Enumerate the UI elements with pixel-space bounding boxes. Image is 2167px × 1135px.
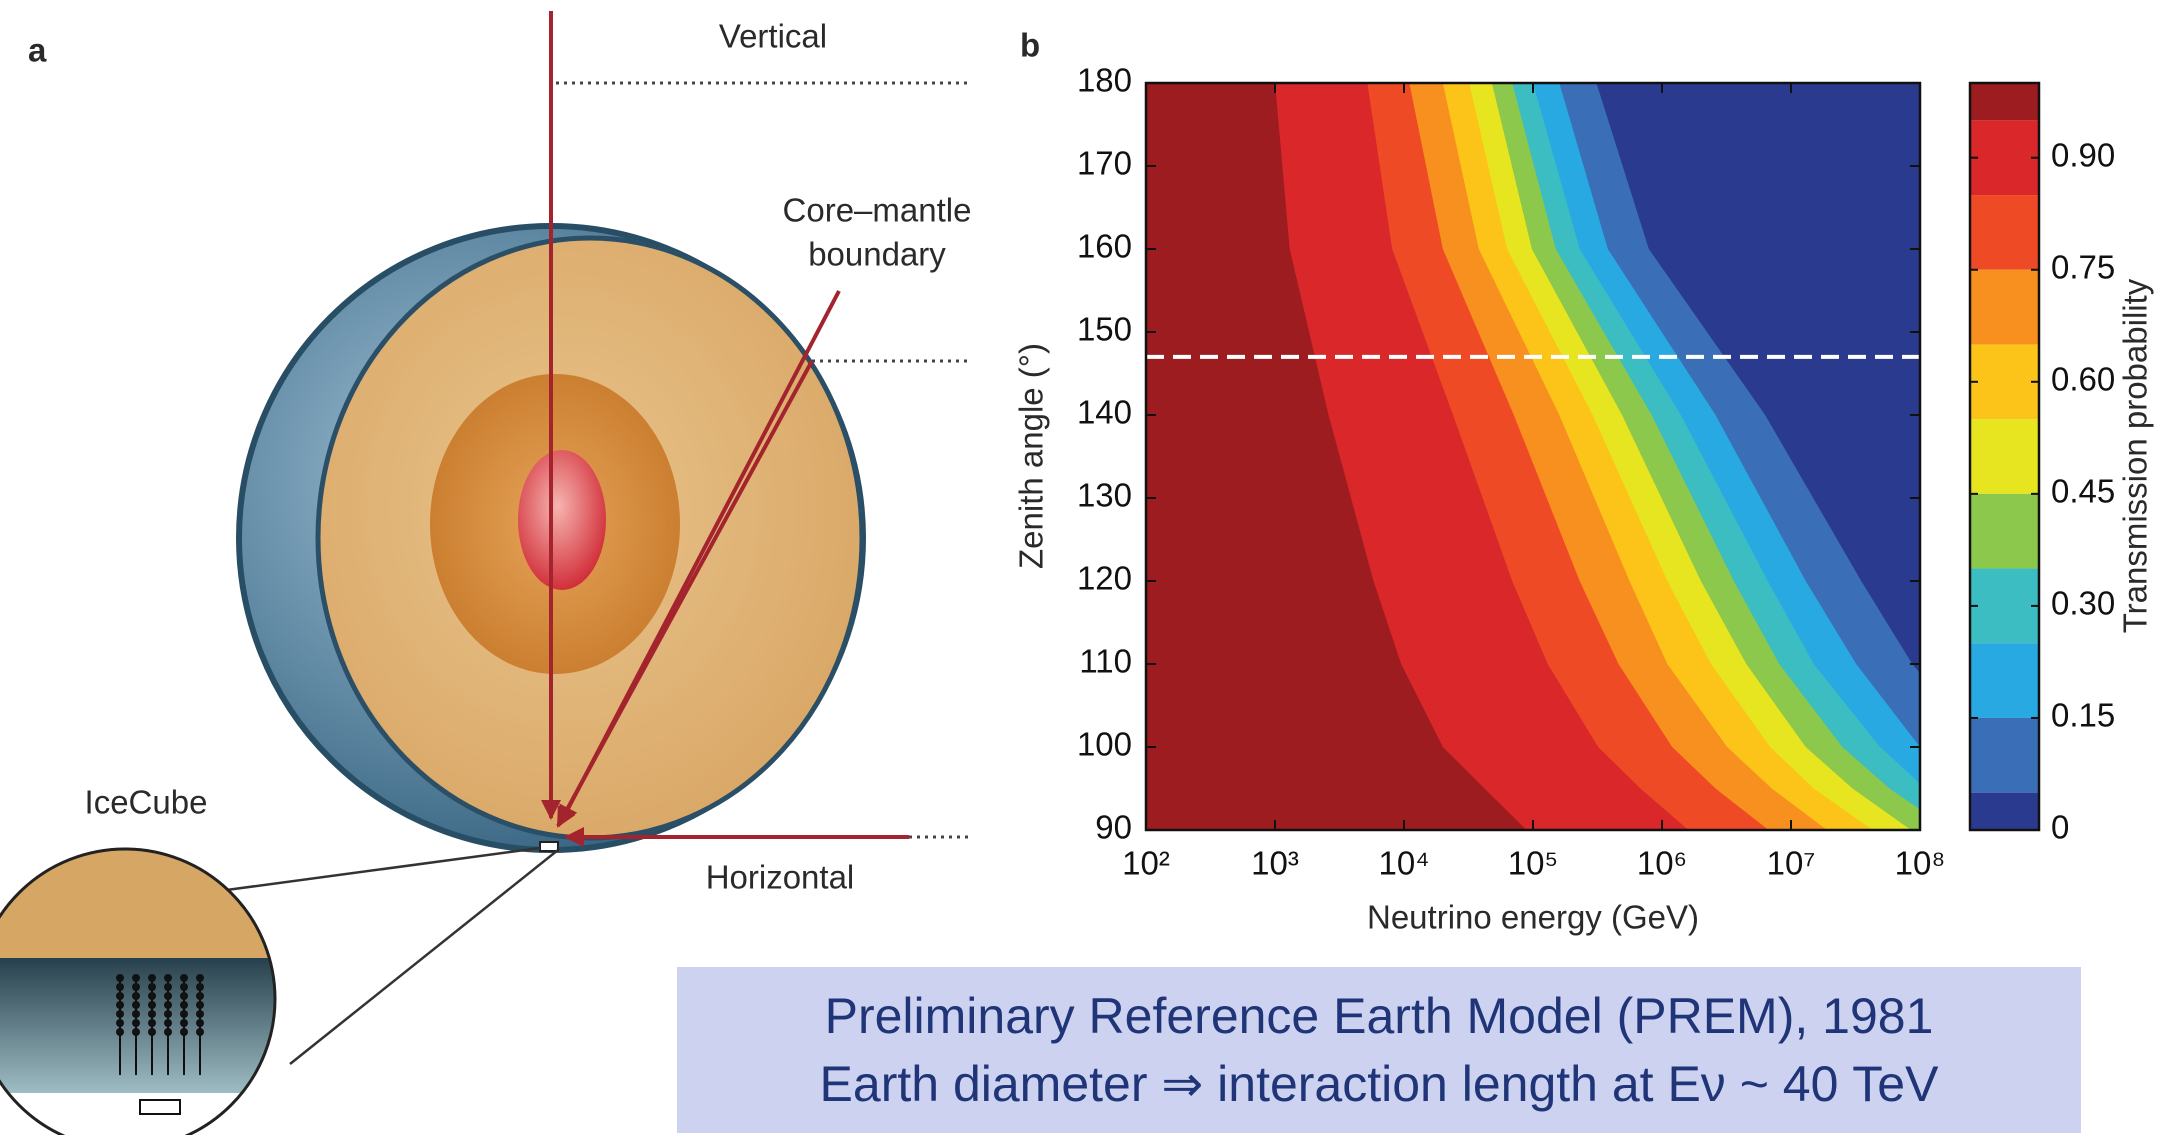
y-tick-label: 110 <box>1079 643 1132 680</box>
x-tick-label: 10³ <box>1251 845 1299 882</box>
x-tick-label: 10⁵ <box>1508 845 1558 882</box>
colorbar-segment <box>1970 419 2039 494</box>
y-tick-label: 100 <box>1077 726 1132 763</box>
y-tick-label: 90 <box>1095 809 1132 846</box>
vertical-label: Vertical <box>719 18 827 55</box>
y-tick-label: 180 <box>1077 62 1132 99</box>
colorbar-segment <box>1970 569 2039 644</box>
colorbar-segment <box>1970 494 2039 569</box>
y-tick-label: 130 <box>1077 477 1132 514</box>
colorbar-segment <box>1970 793 2039 830</box>
colorbar-segment <box>1970 344 2039 419</box>
icecube-label: IceCube <box>85 784 208 821</box>
x-tick-label: 10⁷ <box>1767 845 1816 882</box>
colorbar-label: Transmission probability <box>2117 278 2154 633</box>
colorbar-segment <box>1970 120 2039 195</box>
colorbar-segment <box>1970 195 2039 270</box>
colorbar-segment <box>1970 718 2039 793</box>
y-tick-label: 150 <box>1077 311 1132 348</box>
y-tick-label: 160 <box>1077 228 1132 265</box>
panel-a: a Vertical Core–mantle boundary Horizont… <box>0 11 971 1135</box>
y-tick-label: 140 <box>1077 394 1132 431</box>
x-tick-label: 10² <box>1122 845 1170 882</box>
colorbar-segment <box>1970 83 2039 120</box>
x-tick-label: 10⁶ <box>1637 845 1687 882</box>
colorbar-tick-label: 0.75 <box>2051 248 2115 285</box>
x-tick-label: 10⁸ <box>1895 845 1946 882</box>
colorbar-tick-label: 0.60 <box>2051 361 2115 398</box>
colorbar-segment <box>1970 270 2039 345</box>
caption-line: Earth diameter ⇒ interaction length at E… <box>820 1056 1940 1112</box>
x-tick-label: 10⁴ <box>1379 845 1430 882</box>
panel-b: b Neutrino energy (GeV) Zenith angle (°)… <box>1013 27 2167 936</box>
colorbar-tick-label: 0.30 <box>2051 585 2115 622</box>
colorbar-tick-label: 0.15 <box>2051 697 2115 734</box>
core-mantle-label: Core–mantle <box>783 192 972 229</box>
inner-core <box>518 450 606 590</box>
caption-line: Preliminary Reference Earth Model (PREM)… <box>825 988 1934 1044</box>
x-axis-label: Neutrino energy (GeV) <box>1367 899 1699 936</box>
colorbar-tick-label: 0.45 <box>2051 473 2115 510</box>
figure: a Vertical Core–mantle boundary Horizont… <box>0 0 2167 1135</box>
horizontal-label: Horizontal <box>706 859 855 896</box>
colorbar-segment <box>1970 643 2039 718</box>
panel-label: a <box>28 32 47 69</box>
panel-label: b <box>1020 27 1040 64</box>
y-tick-label: 170 <box>1077 145 1132 182</box>
colorbar-tick-label: 0.90 <box>2051 136 2115 173</box>
core-mantle-label: boundary <box>808 236 946 273</box>
y-axis-label: Zenith angle (°) <box>1013 343 1050 569</box>
detector <box>540 842 558 851</box>
colorbar-tick-label: 0 <box>2051 809 2069 846</box>
y-tick-label: 120 <box>1077 560 1132 597</box>
